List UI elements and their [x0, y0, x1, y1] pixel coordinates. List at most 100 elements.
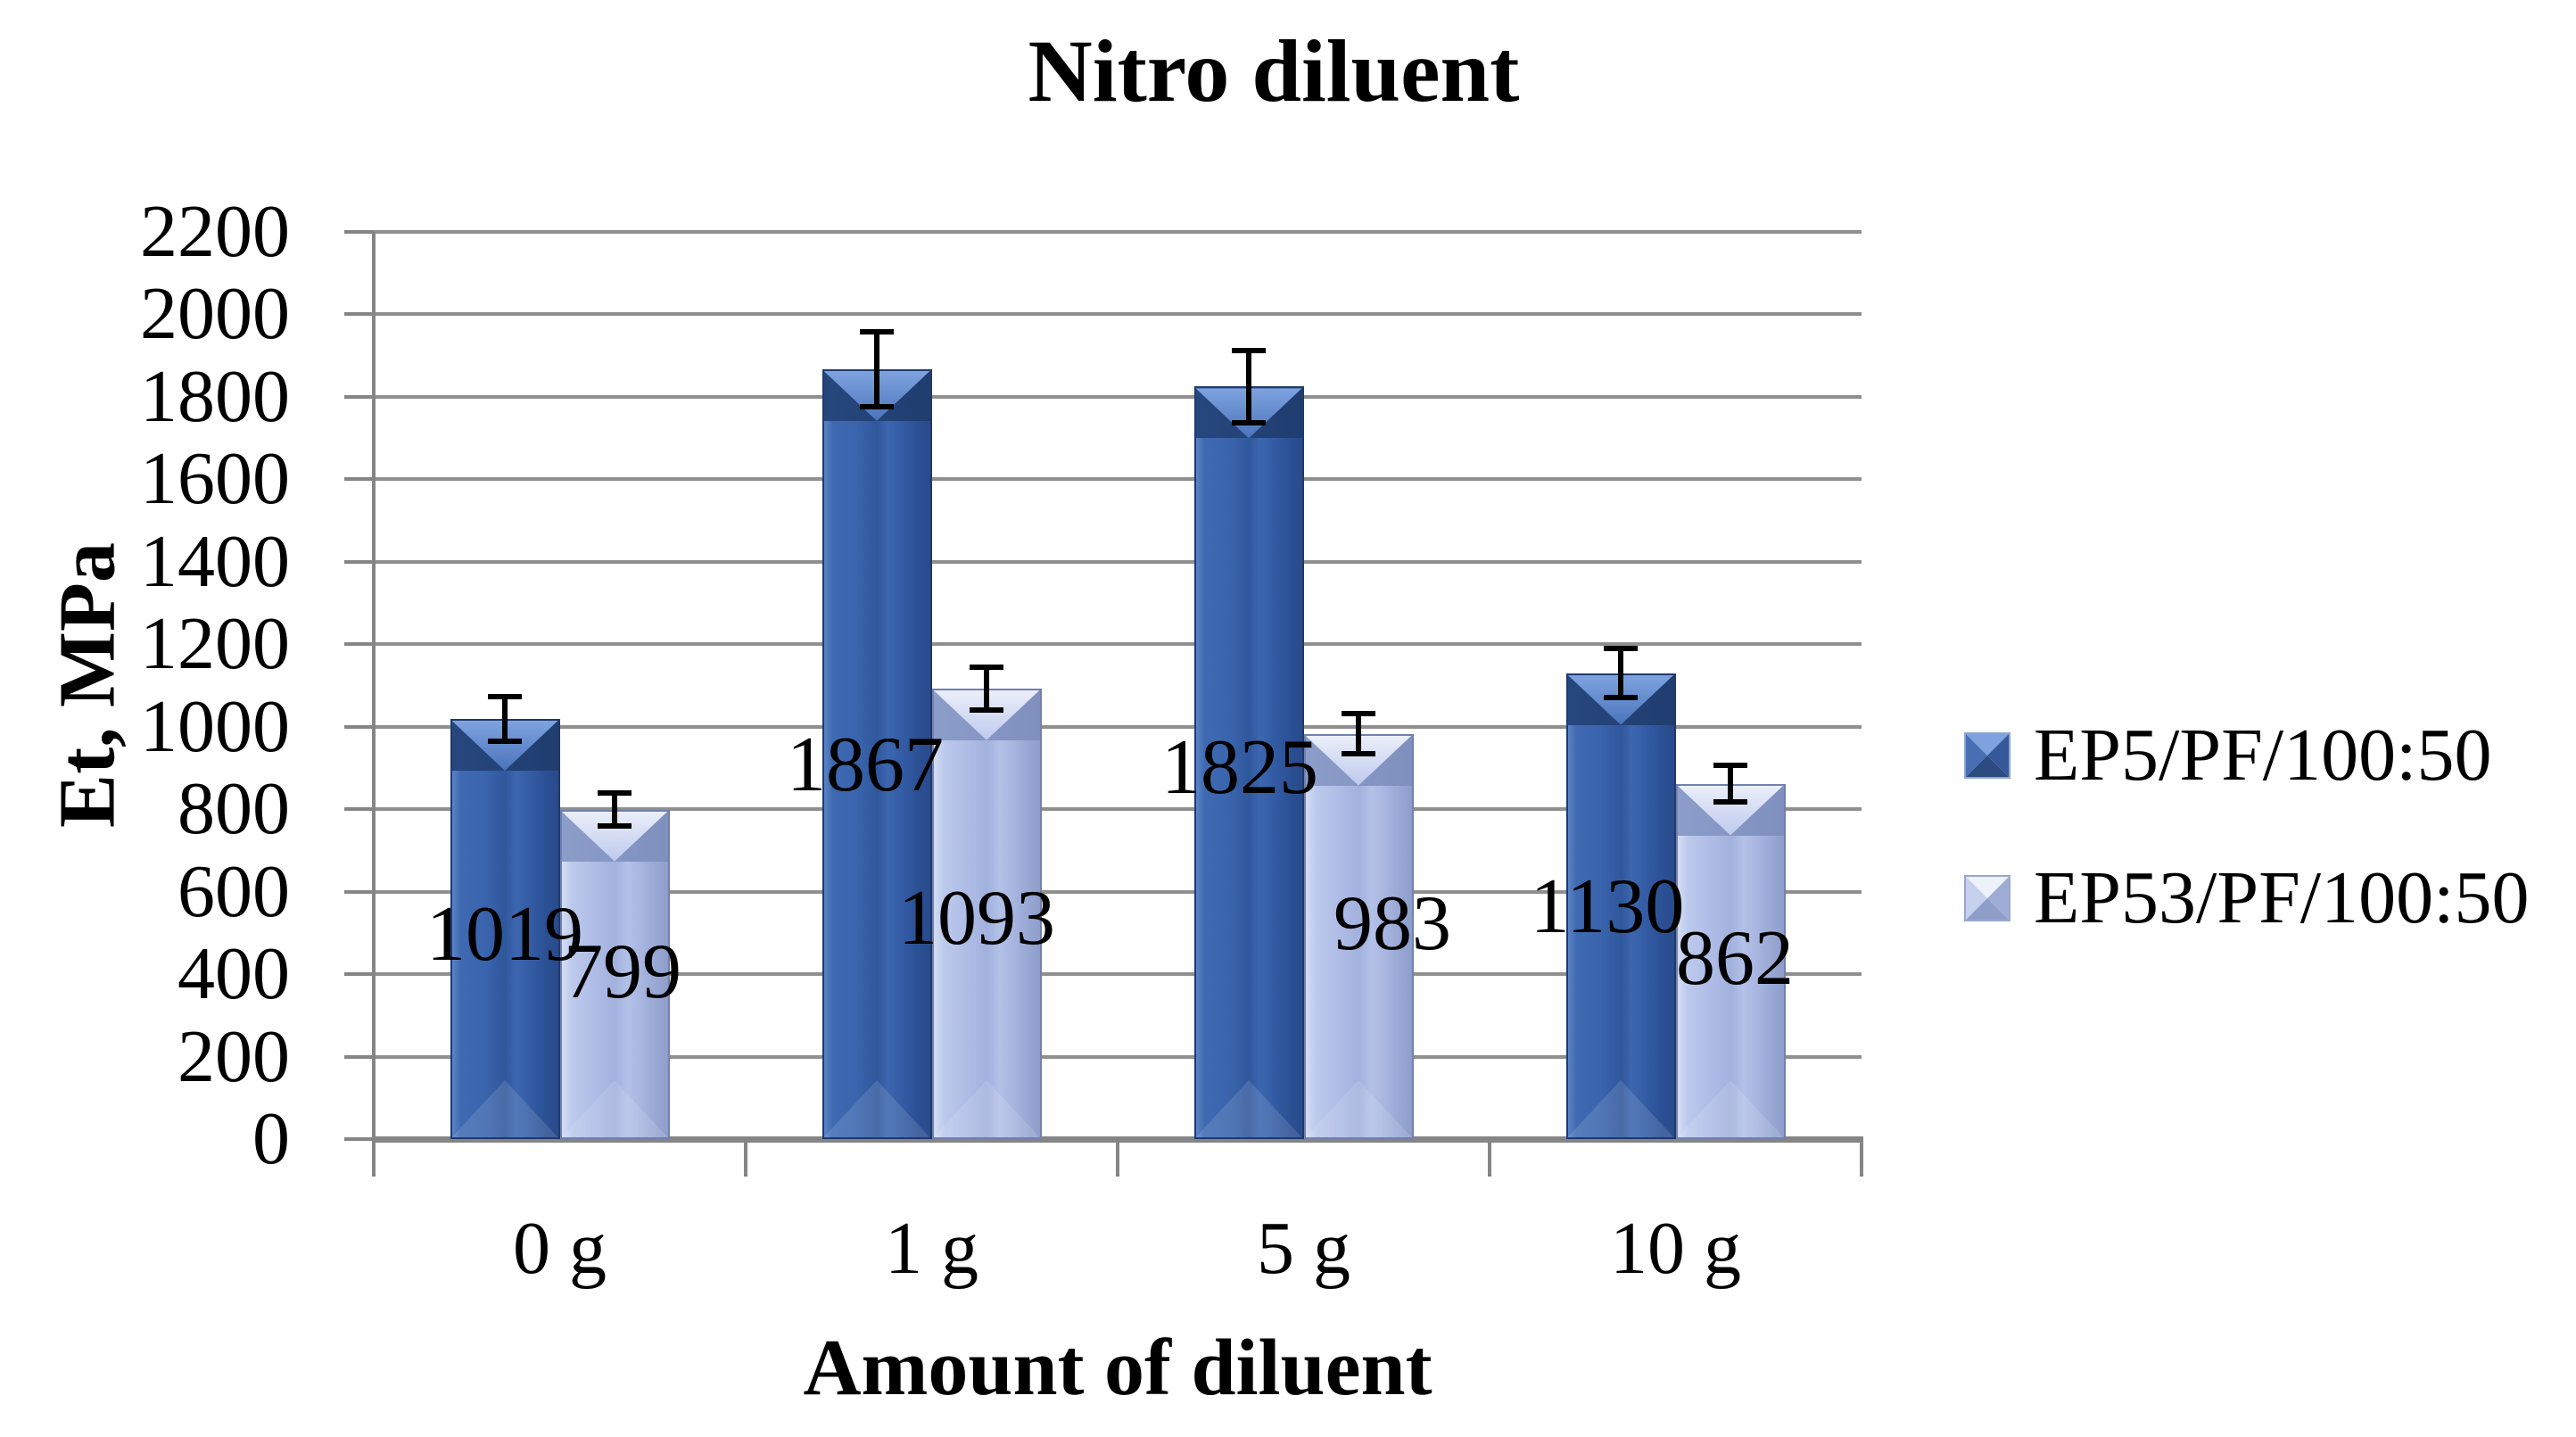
y-tick-mark: [344, 230, 374, 234]
y-tick-mark: [344, 312, 374, 317]
y-tick-label: 1000: [140, 684, 290, 768]
error-bar-cap-bottom: [1342, 750, 1375, 756]
gridline-1800: [374, 394, 1862, 399]
gridline-1200: [374, 642, 1862, 647]
x-axis-title: Amount of diluent: [803, 1324, 1432, 1412]
y-tick-label: 1800: [140, 354, 290, 438]
data-label: 862: [1676, 914, 1794, 1002]
error-bar-line: [984, 666, 989, 710]
legend-item-EP53/PF/100:50: EP53/PF/100:50: [1964, 858, 2529, 938]
error-bar-cap-bottom: [970, 706, 1003, 713]
x-tick-mark: [744, 1139, 747, 1177]
error-bar-line: [1356, 714, 1361, 754]
error-bar-cap-bottom: [488, 739, 522, 745]
error-bar-cap-top: [1342, 711, 1375, 717]
error-bar-cap-top: [1604, 645, 1638, 651]
y-tick-mark: [344, 1137, 374, 1141]
error-bar-line: [502, 696, 508, 742]
y-tick-mark: [344, 394, 374, 399]
bar-bottom-facet: [1305, 1079, 1412, 1137]
gridline-2000: [374, 312, 1862, 317]
error-bar-cap-top: [1713, 762, 1747, 768]
data-label: 799: [564, 929, 681, 1016]
legend-label: EP53/PF/100:50: [2034, 856, 2530, 939]
y-tick-mark: [344, 559, 374, 564]
y-tick-label: 2200: [140, 190, 290, 273]
x-category-label: 1 g: [885, 1207, 978, 1290]
error-bar-line: [1728, 764, 1733, 803]
y-tick-mark: [344, 477, 374, 482]
data-label: 1130: [1530, 863, 1685, 951]
x-category-label: 10 g: [1610, 1207, 1741, 1290]
data-label: 983: [1333, 880, 1451, 968]
gridline-400: [374, 972, 1862, 977]
bar-bottom-facet: [823, 1079, 930, 1137]
gridline-2200: [374, 230, 1862, 234]
y-axis-title: Et, MPa: [43, 542, 132, 828]
x-category-label: 5 g: [1257, 1207, 1350, 1290]
y-tick-label: 2000: [140, 272, 290, 356]
x-tick-mark: [1860, 1139, 1863, 1177]
legend-swatch-icon: [1964, 732, 2010, 779]
error-bar-cap-bottom: [860, 403, 894, 409]
y-tick-mark: [344, 724, 374, 729]
data-label: 1093: [898, 875, 1055, 962]
error-bar-cap-top: [970, 664, 1003, 670]
x-tick-mark: [1488, 1139, 1491, 1177]
y-tick-label: 1600: [140, 437, 290, 521]
bar-bottom-facet: [1195, 1079, 1302, 1137]
bar-bottom-facet: [1677, 1079, 1784, 1137]
bar-EP5/PF/100:50-5 g: [1193, 386, 1304, 1139]
bar-EP53/PF/100:50-0 g: [559, 809, 670, 1139]
gridline-800: [374, 807, 1862, 812]
x-category-label: 0 g: [513, 1207, 607, 1290]
gridline-1400: [374, 559, 1862, 564]
bar-EP53/PF/100:50-10 g: [1675, 783, 1786, 1139]
bar-bottom-facet: [561, 1079, 668, 1137]
y-tick-label: 0: [252, 1097, 290, 1180]
legend-swatch-icon: [1964, 875, 2010, 921]
error-bar-line: [1618, 648, 1623, 698]
y-tick-mark: [344, 889, 374, 894]
y-tick-mark: [344, 807, 374, 812]
y-tick-label: 600: [178, 849, 290, 933]
error-bar-cap-bottom: [1604, 695, 1638, 701]
gridline-1000: [374, 724, 1862, 729]
x-tick-mark: [372, 1139, 376, 1177]
error-bar-line: [612, 793, 617, 827]
y-tick-label: 400: [178, 932, 290, 1016]
y-tick-label: 800: [178, 767, 290, 851]
gridline-1600: [374, 477, 1862, 482]
gridline-600: [374, 889, 1862, 894]
error-bar-line: [1246, 350, 1251, 424]
y-tick-mark: [344, 642, 374, 647]
legend-label: EP5/PF/100:50: [2034, 714, 2492, 797]
bar-EP5/PF/100:50-1 g: [822, 368, 932, 1139]
y-tick-label: 1400: [140, 519, 290, 603]
x-tick-mark: [1116, 1139, 1119, 1177]
error-bar-line: [874, 332, 879, 407]
error-bar-cap-top: [598, 790, 632, 797]
error-bar-cap-bottom: [598, 823, 632, 830]
error-bar-cap-bottom: [1713, 799, 1747, 805]
y-tick-label: 200: [178, 1014, 290, 1098]
error-bar-cap-top: [1232, 347, 1266, 353]
gridline-200: [374, 1054, 1862, 1059]
legend-item-EP5/PF/100:50: EP5/PF/100:50: [1964, 715, 2491, 796]
error-bar-cap-top: [488, 693, 522, 699]
y-tick-mark: [344, 1054, 374, 1059]
bar-bottom-facet: [933, 1079, 1040, 1137]
bar-EP53/PF/100:50-1 g: [931, 688, 1042, 1139]
data-label: 1867: [787, 722, 944, 809]
y-tick-mark: [344, 972, 374, 977]
error-bar-cap-bottom: [1232, 420, 1266, 426]
error-bar-cap-top: [860, 329, 894, 335]
y-tick-label: 1200: [140, 602, 290, 686]
bar-bottom-facet: [1567, 1079, 1674, 1137]
data-label: 1825: [1161, 723, 1318, 811]
data-label: 1019: [426, 891, 583, 979]
bar-bottom-facet: [451, 1079, 558, 1137]
chart-title: Nitro diluent: [1028, 21, 1520, 120]
y-axis-line: [372, 232, 376, 1177]
